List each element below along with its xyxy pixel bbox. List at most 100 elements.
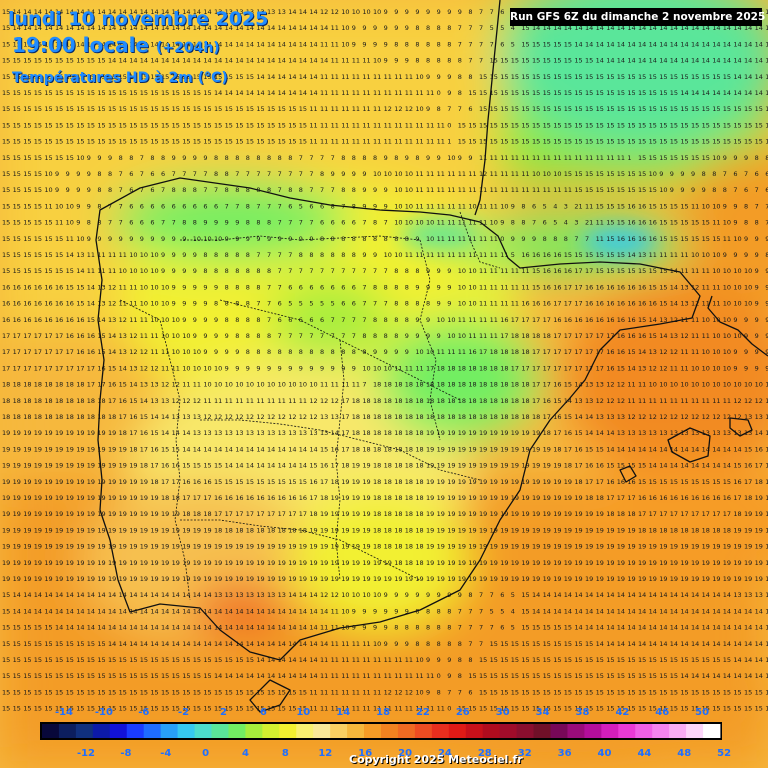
grid-value: 14 (744, 607, 752, 615)
grid-value: 18 (521, 413, 529, 421)
grid-value: 14 (267, 640, 275, 648)
grid-value: 15 (712, 138, 720, 146)
grid-value: 14 (161, 8, 169, 16)
grid-value: 16 (553, 316, 561, 324)
grid-value: 19 (574, 559, 582, 567)
grid-value: 19 (680, 559, 688, 567)
grid-value: 15 (691, 121, 699, 129)
grid-value: 11 (55, 219, 63, 227)
grid-value: 11 (129, 316, 137, 324)
grid-value: 18 (468, 397, 476, 405)
grid-value: 18 (447, 413, 455, 421)
grid-value: 9 (384, 40, 388, 48)
grid-value: 10 (193, 235, 201, 243)
grid-value: 11 (405, 364, 413, 372)
grid-value: 1 (627, 154, 631, 162)
grid-value: 19 (87, 478, 95, 486)
grid-value: 19 (2, 559, 10, 567)
grid-value: 14 (66, 40, 74, 48)
grid-value: 17 (765, 445, 768, 453)
grid-value: 7 (765, 219, 768, 227)
grid-value: 19 (278, 543, 286, 551)
grid-value: 15 (235, 105, 243, 113)
grid-value: 9 (373, 624, 377, 632)
grid-value: 15 (55, 73, 63, 81)
grid-value: 15 (13, 219, 21, 227)
grid-value: 14 (712, 640, 720, 648)
grid-value: 11 (479, 316, 487, 324)
grid-value: 14 (182, 40, 190, 48)
grid-value: 16 (468, 348, 476, 356)
grid-value: 14 (299, 640, 307, 648)
grid-value: 8 (97, 170, 101, 178)
grid-value: 15 (755, 121, 763, 129)
grid-value: 7 (267, 170, 271, 178)
grid-value: 8 (235, 283, 239, 291)
grid-value: 14 (225, 672, 233, 680)
grid-value: 10 (182, 364, 190, 372)
grid-value: 11 (394, 73, 402, 81)
grid-value: 9 (256, 235, 260, 243)
grid-value: 15 (649, 73, 657, 81)
grid-value: 19 (129, 559, 137, 567)
grid-value: 19 (108, 526, 116, 534)
grid-value: 11 (331, 381, 339, 389)
grid-value: 19 (405, 575, 413, 583)
grid-value: 16 (23, 316, 31, 324)
grid-value: 5 (299, 202, 303, 210)
grid-value: 15 (638, 89, 646, 97)
grid-value: 15 (299, 705, 307, 713)
grid-value: 16 (585, 316, 593, 324)
grid-value: 15 (150, 105, 158, 113)
grid-value: 15 (638, 656, 646, 664)
grid-value: 14 (140, 57, 148, 65)
grid-value: 11 (490, 267, 498, 275)
grid-value: 19 (596, 575, 604, 583)
grid-value: 19 (23, 510, 31, 518)
grid-value: 17 (670, 510, 678, 518)
grid-value: 11 (373, 121, 381, 129)
grid-value: 9 (182, 267, 186, 275)
grid-value: 14 (670, 57, 678, 65)
grid-value: 8 (299, 186, 303, 194)
grid-value: 15 (97, 89, 105, 97)
grid-value: 16 (564, 316, 572, 324)
legend-swatch (703, 724, 721, 738)
grid-value: 16 (44, 316, 52, 324)
grid-value: 11 (627, 381, 635, 389)
grid-value: 19 (331, 494, 339, 502)
grid-value: 11 (437, 121, 445, 129)
grid-value: 15 (172, 105, 180, 113)
grid-value: 19 (2, 543, 10, 551)
grid-value: 9 (203, 219, 207, 227)
grid-value: 15 (34, 656, 42, 664)
grid-value: 18 (44, 397, 52, 405)
grid-value: 13 (691, 429, 699, 437)
grid-value: 15 (617, 89, 625, 97)
grid-value: 15 (235, 121, 243, 129)
grid-value: 11 (500, 186, 508, 194)
grid-value: 17 (225, 510, 233, 518)
legend-top-label: 6 (260, 707, 267, 718)
grid-value: 11 (320, 381, 328, 389)
legend-swatch (686, 724, 704, 738)
grid-value: 14 (755, 40, 763, 48)
grid-value: 10 (723, 332, 731, 340)
grid-value: 14 (108, 8, 116, 16)
grid-value: 10 (140, 283, 148, 291)
grid-value: 19 (2, 478, 10, 486)
grid-value: 14 (278, 624, 286, 632)
grid-value: 16 (670, 494, 678, 502)
grid-value: 19 (553, 510, 561, 518)
grid-value: 10 (415, 656, 423, 664)
grid-value: 19 (66, 494, 74, 502)
grid-value: 15 (214, 478, 222, 486)
grid-value: 14 (733, 40, 741, 48)
grid-value: 14 (712, 57, 720, 65)
grid-value: 19 (34, 510, 42, 518)
grid-value: 14 (76, 624, 84, 632)
grid-value: 15 (606, 267, 614, 275)
grid-value: 7 (140, 170, 144, 178)
grid-value: 10 (288, 381, 296, 389)
grid-value: 8 (426, 607, 430, 615)
